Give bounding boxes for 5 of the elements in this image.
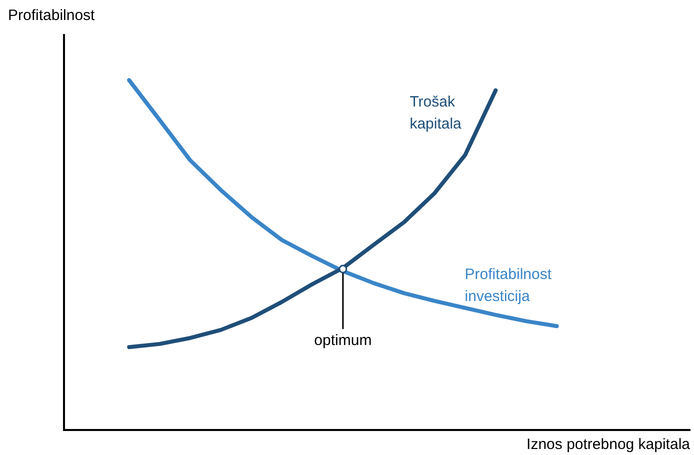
x-axis-title: Iznos potrebnog kapitala <box>526 436 691 454</box>
y-axis-title: Profitabilnost <box>8 7 96 24</box>
series-label: Profitabilnost investicija <box>464 266 552 306</box>
series-label: Trošak kapitala <box>410 93 462 132</box>
annotation: optimum <box>314 332 372 350</box>
